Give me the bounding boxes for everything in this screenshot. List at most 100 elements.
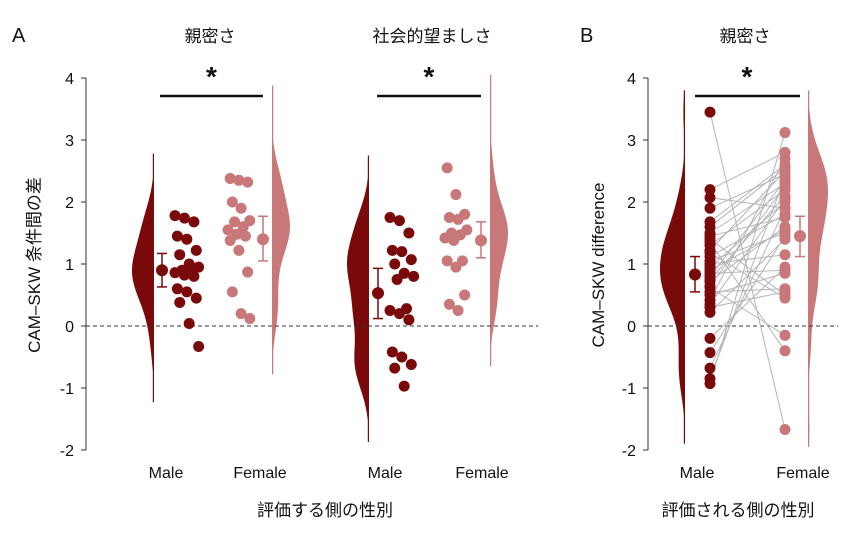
x-tick-label: Male: [368, 465, 403, 482]
point-male: [178, 269, 190, 281]
plot-a1: * Male Female: [86, 61, 340, 482]
paired-line: [709, 252, 786, 299]
mean-point: [475, 234, 487, 247]
point-female: [224, 172, 236, 184]
point-male: [393, 308, 405, 320]
y-tick-label-a: 2: [65, 195, 74, 212]
point-female: [452, 305, 464, 316]
violin-male: [132, 153, 154, 403]
point-female: [779, 249, 791, 261]
point-female: [779, 162, 791, 174]
paired-line: [709, 195, 786, 280]
point-male: [704, 184, 716, 196]
paired-line: [709, 158, 786, 301]
violin-female: [272, 85, 290, 375]
point-male: [181, 233, 193, 245]
point-male: [405, 254, 417, 266]
paired-line: [709, 229, 786, 271]
title-a1: 親密さ: [185, 27, 236, 46]
panel-b-label: B: [580, 25, 593, 47]
paired-line: [709, 254, 786, 265]
point-female: [450, 261, 462, 273]
significance-star: *: [742, 61, 753, 92]
y-tick-label-b: -2: [622, 443, 636, 460]
mean-point: [257, 233, 269, 246]
xlabel-a: 評価する側の性別: [257, 501, 393, 520]
point-female: [779, 329, 791, 341]
point-male: [188, 270, 200, 282]
plot-b: * Male Female: [648, 61, 838, 482]
x-tick-label: Female: [455, 465, 508, 482]
point-male: [389, 258, 401, 270]
point-female: [452, 213, 464, 225]
y-tick-label-b: 3: [627, 133, 636, 150]
point-male: [171, 230, 183, 242]
point-female: [443, 212, 455, 223]
y-tick-label-a: -2: [60, 443, 74, 460]
point-male: [389, 362, 401, 374]
point-male: [193, 340, 205, 352]
point-male: [169, 267, 181, 279]
point-female: [224, 234, 236, 246]
point-male: [386, 346, 398, 358]
y-tick-label-b: 0: [627, 319, 636, 336]
point-male: [704, 202, 716, 214]
violin-male: [347, 155, 369, 442]
y-tick-label-b: -1: [622, 381, 636, 398]
point-female: [235, 308, 247, 320]
paired-line: [709, 272, 786, 296]
point-male: [403, 227, 415, 239]
point-male: [174, 249, 186, 261]
point-male: [704, 362, 716, 374]
point-female: [779, 292, 791, 304]
x-tick-label: Female: [776, 465, 829, 482]
y-axis-b: -2 -1 0 1 2 3 4: [622, 71, 649, 460]
point-female: [242, 176, 254, 188]
x-tick-label: Female: [233, 465, 286, 482]
paired-line: [709, 151, 786, 191]
point-female: [779, 224, 791, 236]
point-male: [704, 106, 716, 118]
point-male: [384, 212, 396, 223]
point-female: [459, 289, 471, 301]
point-male: [405, 358, 417, 370]
point-female: [233, 174, 245, 186]
paired-line: [709, 291, 786, 308]
point-male: [183, 318, 195, 330]
point-female: [439, 232, 451, 244]
point-female: [443, 298, 455, 310]
point-male: [396, 351, 408, 363]
point-male: [704, 264, 716, 276]
point-female: [441, 162, 453, 174]
point-male: [398, 380, 410, 392]
title-a2: 社会的望ましさ: [373, 27, 492, 46]
point-male: [190, 292, 202, 304]
point-male: [704, 230, 716, 242]
paired-line: [709, 132, 786, 384]
point-female: [779, 190, 791, 202]
paired-line: [709, 266, 786, 339]
ylabel-b: CAM–SKW difference: [589, 182, 608, 347]
plot-a2: * Male Female: [340, 61, 538, 482]
point-female: [233, 244, 245, 256]
xlabel-b: 評価される側の性別: [662, 501, 815, 520]
ylabel-a: CAM–SKW 条件間の差: [25, 177, 44, 353]
point-male: [181, 286, 193, 298]
paired-line: [709, 182, 786, 234]
point-female: [779, 202, 791, 214]
paired-line: [709, 186, 786, 287]
significance-star: *: [424, 61, 435, 92]
point-female: [226, 196, 238, 208]
point-male: [188, 216, 200, 228]
point-male: [704, 192, 716, 204]
point-female: [779, 212, 791, 223]
mean-point: [156, 264, 168, 277]
paired-line: [709, 198, 786, 305]
point-male: [171, 283, 183, 295]
point-male: [178, 212, 190, 224]
y-tick-label-a: 4: [65, 71, 74, 88]
violin-female: [490, 74, 508, 367]
paired-line: [709, 287, 786, 336]
point-female: [779, 153, 791, 165]
